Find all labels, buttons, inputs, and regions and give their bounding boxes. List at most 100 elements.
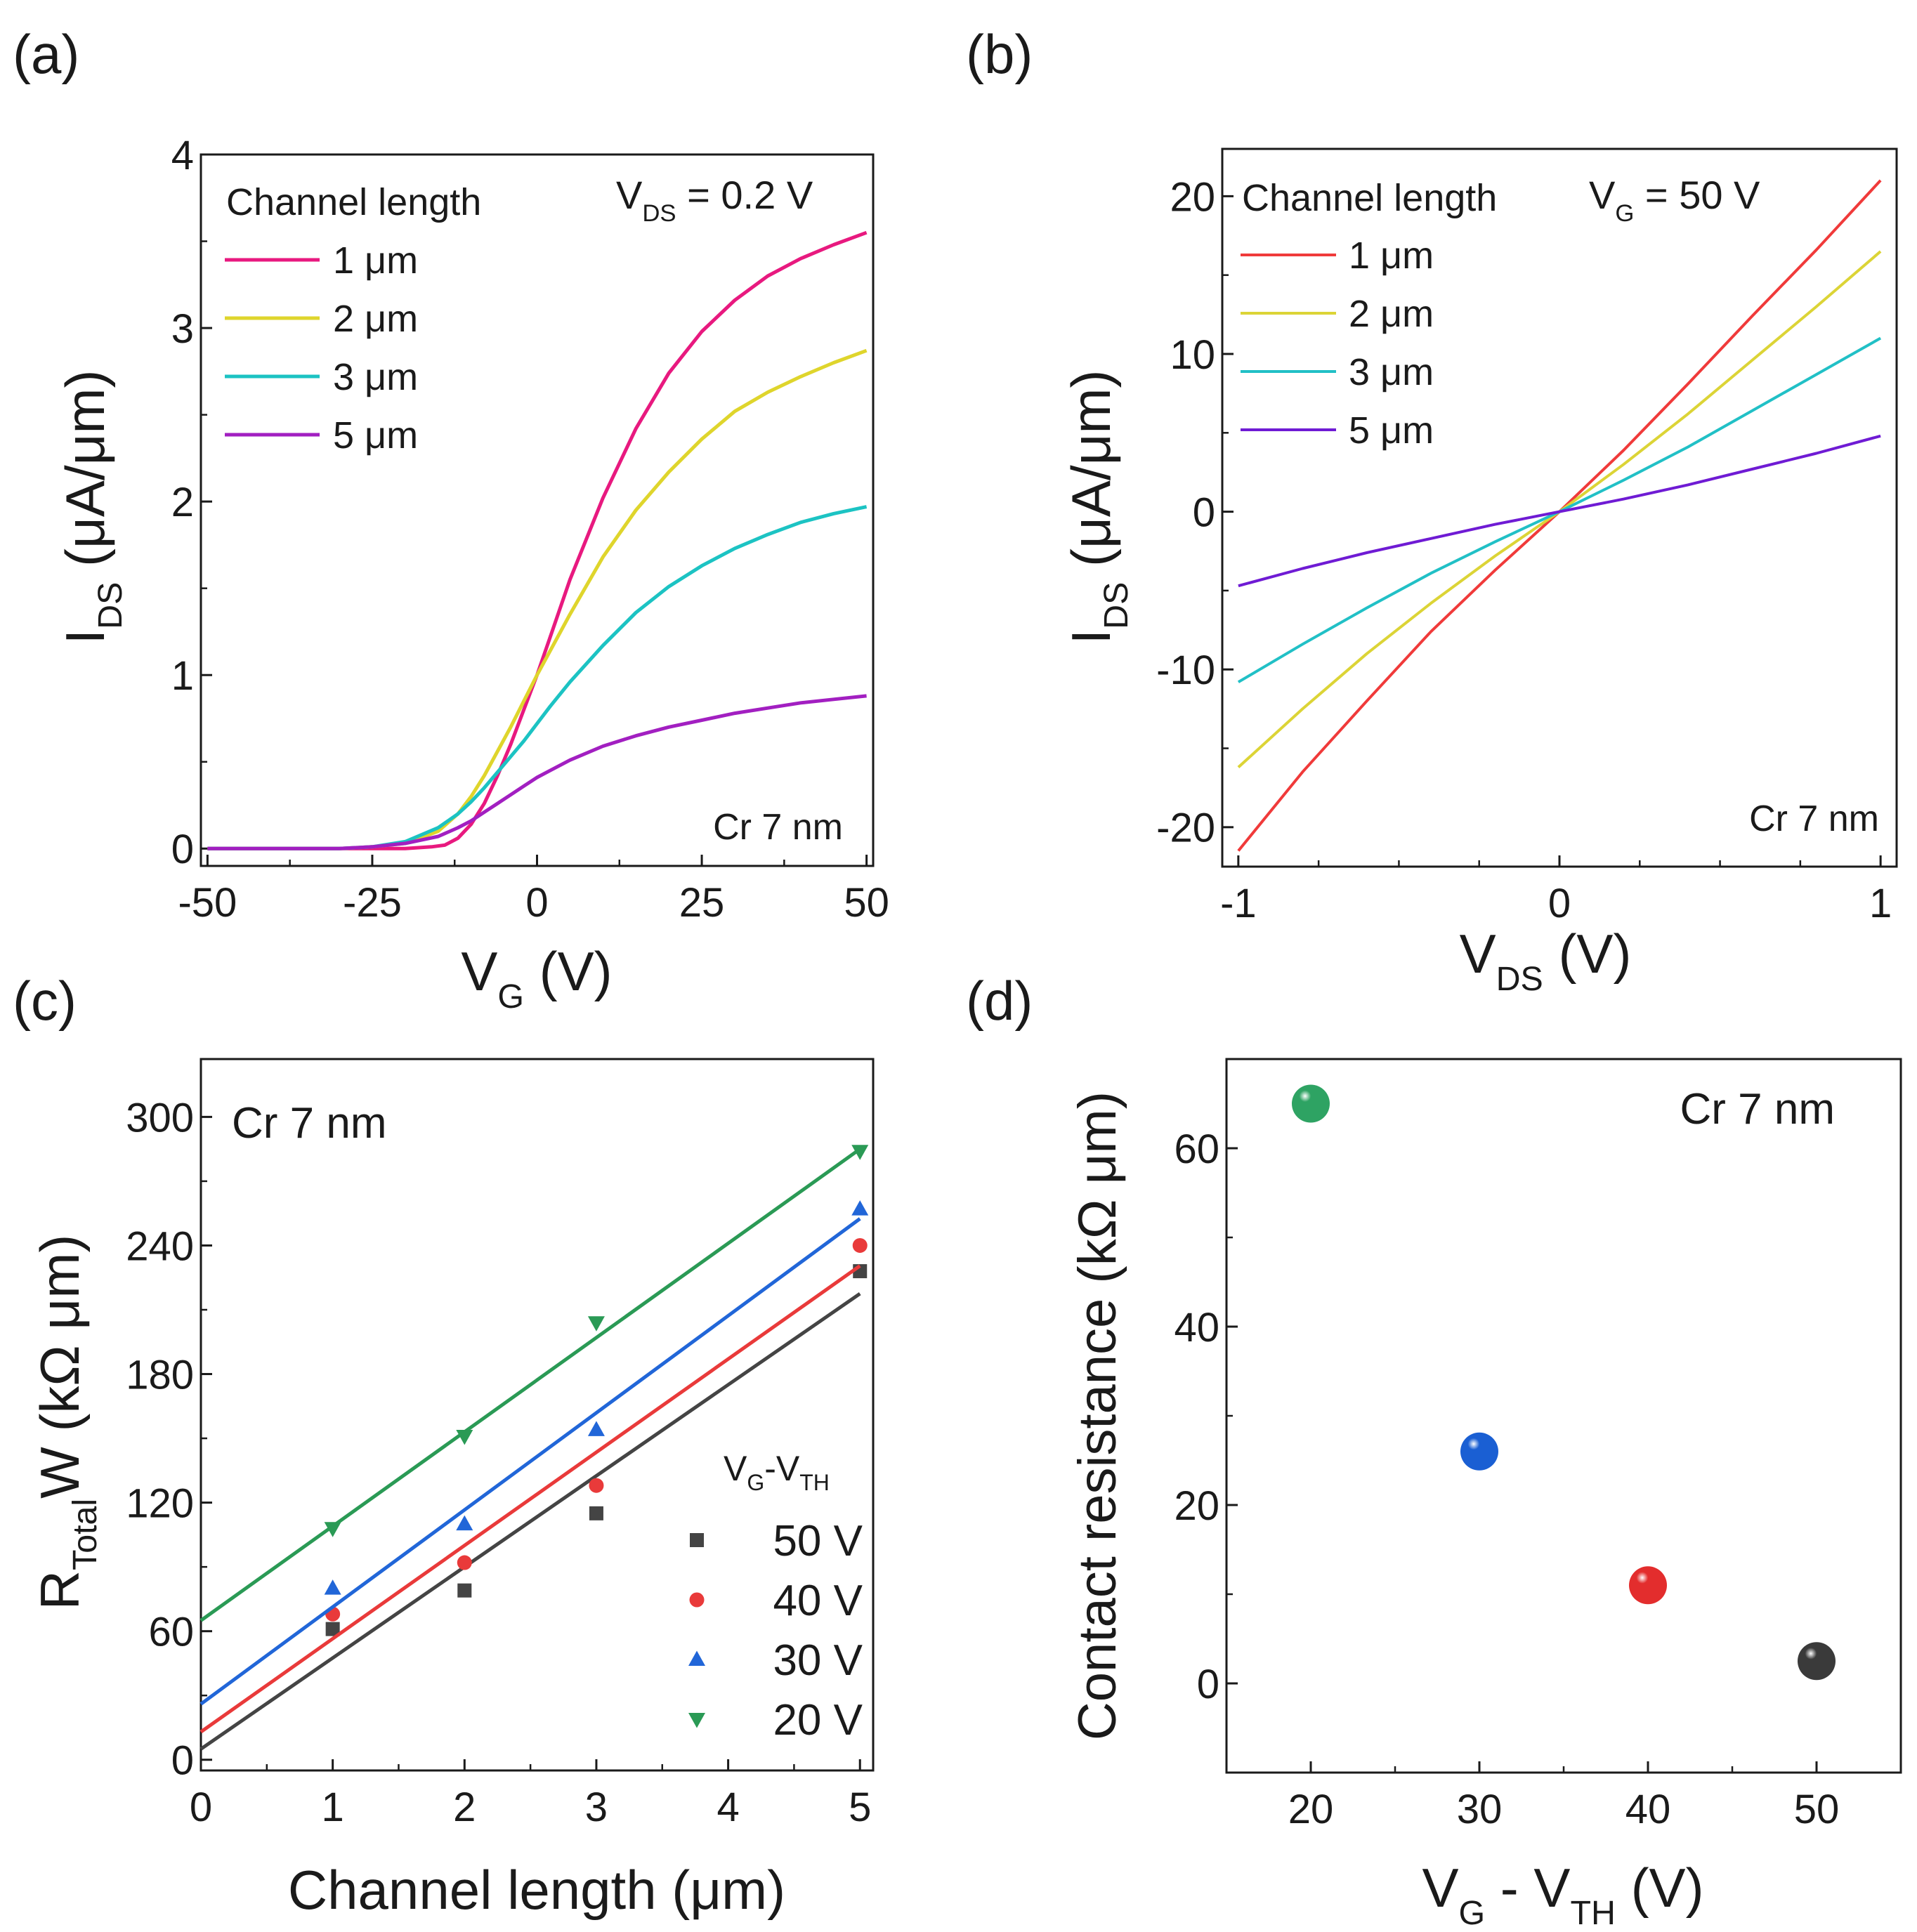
legend-label: 20 V bbox=[773, 1696, 863, 1744]
x-axis-title-part: DS bbox=[1496, 960, 1543, 998]
annotation-vds: VDS = 0.2 V bbox=[616, 173, 813, 227]
legend-title-part: TH bbox=[799, 1470, 830, 1495]
legend-title-part: G bbox=[747, 1470, 764, 1495]
x-tick-label: -50 bbox=[178, 880, 237, 926]
y-axis-title: RTotalW (kΩ μm) bbox=[29, 1235, 104, 1610]
y-tick-label: 2 bbox=[171, 480, 194, 525]
marker-circle bbox=[852, 1237, 868, 1253]
marker-triangle-down bbox=[851, 1145, 869, 1160]
marker-triangle-down bbox=[456, 1430, 473, 1445]
series-line-2μm bbox=[207, 348, 868, 850]
y-tick-label: 1 bbox=[171, 653, 194, 699]
x-axis-title-part: V bbox=[1460, 923, 1496, 985]
legend-label: 30 V bbox=[773, 1636, 863, 1685]
fit-line bbox=[199, 1292, 861, 1751]
marker-square bbox=[325, 1622, 340, 1636]
y-axis-title: IDS (μA/μm) bbox=[54, 369, 129, 644]
legend-title: Channel length bbox=[226, 181, 481, 223]
y-tick-label: 4 bbox=[171, 133, 194, 178]
x-axis-title: VG - VTH (V) bbox=[1422, 1857, 1703, 1932]
y-axis-title-part: I bbox=[54, 629, 116, 645]
data-point-ball bbox=[1798, 1642, 1836, 1681]
series-line-5μm bbox=[207, 694, 867, 850]
series-line-1μm bbox=[1237, 179, 1882, 852]
marker-square bbox=[690, 1533, 704, 1547]
legend-label: 3 μm bbox=[1349, 351, 1434, 393]
marker-triangle-up bbox=[456, 1515, 473, 1531]
data-point-ball bbox=[1460, 1432, 1498, 1471]
x-tick-label: 25 bbox=[679, 880, 725, 926]
legend-label: 5 μm bbox=[333, 414, 418, 456]
y-tick-label: 0 bbox=[1193, 489, 1215, 535]
annotation-vds-part: DS bbox=[642, 200, 676, 227]
series-line-1μm bbox=[207, 230, 868, 850]
x-tick-label: 0 bbox=[1548, 881, 1571, 926]
y-tick-label: 0 bbox=[1197, 1662, 1219, 1707]
x-tick-label: 20 bbox=[1288, 1787, 1334, 1832]
x-axis-title-part: (V) bbox=[524, 940, 613, 1002]
panel-label-a: (a) bbox=[13, 23, 79, 85]
plot-frame bbox=[199, 1058, 875, 1772]
x-axis-title: VDS (V) bbox=[1460, 923, 1632, 998]
y-axis-title-part: I bbox=[1060, 629, 1122, 645]
x-axis-title: Channel length (μm) bbox=[288, 1859, 785, 1921]
y-tick-label: 240 bbox=[126, 1223, 194, 1269]
x-axis-title-part: (V) bbox=[1616, 1857, 1704, 1919]
annotation-vds-part: V bbox=[616, 173, 643, 217]
annotation-vds-part: = 0.2 V bbox=[676, 173, 813, 217]
legend-title-part: V bbox=[724, 1449, 747, 1488]
x-tick-label: 1 bbox=[1869, 881, 1892, 926]
legend-label: 1 μm bbox=[333, 239, 418, 282]
x-tick-label: 5 bbox=[849, 1785, 871, 1830]
series-line-2μm bbox=[1237, 250, 1882, 768]
x-axis-title-part: - V bbox=[1485, 1857, 1570, 1919]
y-axis-title-part: W (kΩ μm) bbox=[29, 1235, 91, 1499]
annotation-vg-part: = 50 V bbox=[1634, 173, 1760, 217]
y-tick-label: 120 bbox=[126, 1480, 194, 1526]
y-axis-title-part: (μA/μm) bbox=[54, 369, 116, 581]
y-tick-label: -20 bbox=[1156, 806, 1215, 851]
marker-square bbox=[457, 1583, 472, 1598]
marker-square bbox=[589, 1506, 603, 1520]
y-tick-label: 0 bbox=[171, 1738, 194, 1784]
y-axis-title-part: DS bbox=[91, 582, 129, 629]
panel-label-c: (c) bbox=[13, 970, 77, 1032]
marker-triangle-up bbox=[688, 1650, 705, 1666]
y-tick-label: 180 bbox=[126, 1352, 194, 1398]
data-point-ball bbox=[1292, 1084, 1330, 1123]
panel-c: 0 1 2 3 4 5 0 60 120 180 240 300 Cr 7 nm VG-VTH 50 V 40… bbox=[29, 1058, 875, 1921]
x-tick-label: 3 bbox=[585, 1785, 608, 1830]
legend-title: VG-VTH bbox=[724, 1449, 830, 1495]
x-tick-label: 50 bbox=[844, 880, 889, 926]
y-tick-label: 60 bbox=[148, 1610, 194, 1655]
y-tick-label: 20 bbox=[1170, 174, 1215, 220]
x-tick-label: 0 bbox=[190, 1785, 212, 1830]
x-tick-label: -25 bbox=[343, 880, 402, 926]
x-tick-label: 0 bbox=[525, 880, 548, 926]
marker-circle bbox=[589, 1478, 604, 1493]
x-tick-label: 4 bbox=[717, 1785, 739, 1830]
x-axis-title: VG (V) bbox=[461, 940, 612, 1016]
legend-label: 5 μm bbox=[1349, 409, 1434, 452]
panel-d: 20 30 40 50 0 20 40 60 Cr 7 nm VG - VTH (V) Contac… bbox=[1068, 1058, 1902, 1932]
x-tick-label: 2 bbox=[453, 1785, 476, 1830]
y-tick-label: 300 bbox=[126, 1095, 194, 1141]
annotation-vg: VG = 50 V bbox=[1589, 173, 1760, 227]
legend-label: 2 μm bbox=[333, 298, 418, 340]
marker-circle bbox=[689, 1592, 705, 1608]
marker-triangle-down bbox=[587, 1316, 605, 1332]
x-tick-label: 1 bbox=[322, 1785, 344, 1830]
x-axis-title-part: TH bbox=[1570, 1894, 1615, 1932]
x-tick-label: -1 bbox=[1220, 881, 1257, 926]
x-axis-title-part: G bbox=[497, 978, 524, 1016]
panel-label-d: (d) bbox=[966, 970, 1033, 1032]
y-axis-title-part: (μA/μm) bbox=[1060, 369, 1122, 581]
marker-triangle-up bbox=[851, 1200, 869, 1216]
annotation-vg-part: G bbox=[1615, 200, 1634, 227]
marker-circle bbox=[457, 1555, 472, 1570]
y-axis-title: Contact resistance (kΩ μm) bbox=[1068, 1091, 1127, 1740]
y-axis-title-part: Total bbox=[66, 1499, 104, 1570]
y-tick-label: 0 bbox=[171, 827, 194, 872]
